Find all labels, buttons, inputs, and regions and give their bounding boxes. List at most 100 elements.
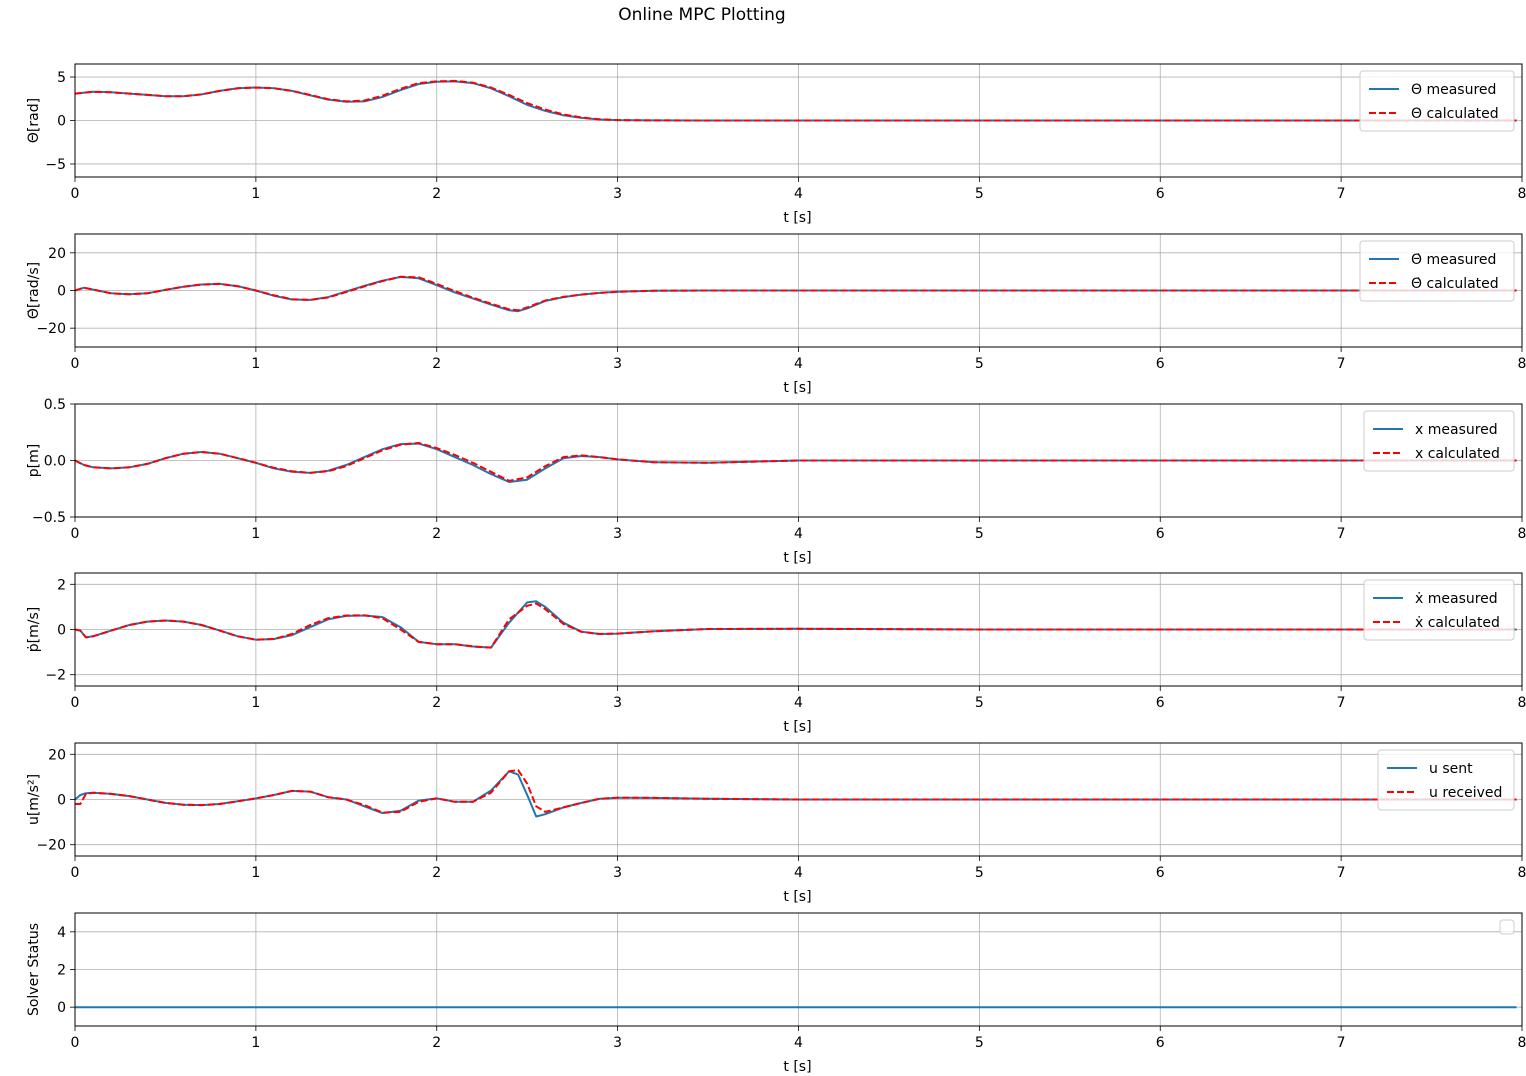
x-tick-label: 7 (1337, 356, 1346, 372)
x-tick-label: 2 (432, 865, 441, 881)
y-tick-label: 0 (57, 1000, 66, 1016)
x-tick-label: 4 (794, 186, 803, 202)
legend-box (1360, 241, 1514, 301)
x-tick-label: 8 (1518, 526, 1526, 542)
y-axis-label: u[m/s²] (26, 774, 42, 825)
x-axis-label: t [s] (783, 1059, 811, 1075)
x-axis-label: t [s] (783, 550, 811, 566)
x-tick-label: 8 (1518, 356, 1526, 372)
x-tick-label: 5 (975, 865, 984, 881)
x-tick-label: 8 (1518, 695, 1526, 711)
x-tick-label: 3 (613, 356, 622, 372)
x-tick-label: 6 (1156, 356, 1165, 372)
figure-title: Online MPC Plotting (618, 5, 785, 25)
legend-box (1500, 920, 1514, 934)
legend-label-1: x measured (1415, 422, 1498, 438)
y-tick-label: −2 (45, 668, 66, 684)
y-tick-label: 0 (57, 793, 66, 809)
x-tick-label: 4 (794, 1035, 803, 1051)
x-tick-label: 0 (71, 526, 80, 542)
y-tick-label: 0 (57, 114, 66, 130)
x-tick-label: 1 (251, 865, 260, 881)
legend-label-1: u sent (1429, 761, 1473, 777)
x-tick-label: 7 (1337, 526, 1346, 542)
x-tick-label: 1 (251, 526, 260, 542)
y-tick-label: 2 (57, 577, 66, 593)
legend-label-2: x calculated (1415, 446, 1500, 462)
legend-label-2: Θ calculated (1411, 106, 1499, 122)
x-tick-label: 2 (432, 186, 441, 202)
x-tick-label: 8 (1518, 1035, 1526, 1051)
x-tick-label: 2 (432, 526, 441, 542)
x-tick-label: 3 (613, 186, 622, 202)
x-axis-label: t [s] (783, 380, 811, 396)
legend-label-2: u received (1429, 785, 1502, 801)
x-tick-label: 0 (71, 865, 80, 881)
x-tick-label: 3 (613, 526, 622, 542)
x-tick-label: 0 (71, 356, 80, 372)
y-tick-label: 0 (57, 623, 66, 639)
x-tick-label: 5 (975, 1035, 984, 1051)
y-tick-label: 0.0 (44, 454, 66, 470)
x-tick-label: 6 (1156, 526, 1165, 542)
x-axis-label: t [s] (783, 889, 811, 905)
x-tick-label: 7 (1337, 865, 1346, 881)
y-axis-label: ṗ[m/s] (26, 607, 42, 652)
x-tick-label: 5 (975, 186, 984, 202)
x-tick-label: 4 (794, 865, 803, 881)
x-tick-label: 0 (71, 186, 80, 202)
y-tick-label: 4 (57, 925, 66, 941)
x-tick-label: 4 (794, 526, 803, 542)
y-axis-label: Solver Status (26, 923, 42, 1016)
x-tick-label: 3 (613, 865, 622, 881)
x-tick-label: 6 (1156, 865, 1165, 881)
x-tick-label: 6 (1156, 695, 1165, 711)
x-tick-label: 3 (613, 1035, 622, 1051)
legend-label-1: ẋ measured (1415, 591, 1498, 607)
y-tick-label: −20 (36, 321, 66, 337)
x-tick-label: 7 (1337, 695, 1346, 711)
x-tick-label: 1 (251, 356, 260, 372)
legend-label-1: Θ measured (1411, 82, 1496, 98)
x-tick-label: 8 (1518, 865, 1526, 881)
x-tick-label: 6 (1156, 186, 1165, 202)
x-tick-label: 2 (432, 356, 441, 372)
x-tick-label: 7 (1337, 186, 1346, 202)
x-tick-label: 4 (794, 695, 803, 711)
y-tick-label: 2 (57, 963, 66, 979)
legend-box (1364, 580, 1514, 640)
y-axis-label: p[m] (26, 444, 42, 477)
x-tick-label: 5 (975, 526, 984, 542)
x-tick-label: 5 (975, 356, 984, 372)
x-tick-label: 2 (432, 1035, 441, 1051)
x-tick-label: 8 (1518, 186, 1526, 202)
x-tick-label: 2 (432, 695, 441, 711)
y-tick-label: 0 (57, 284, 66, 300)
legend-label-2: Θ̇ calculated (1411, 276, 1499, 292)
x-tick-label: 1 (251, 695, 260, 711)
x-tick-label: 0 (71, 1035, 80, 1051)
x-tick-label: 3 (613, 695, 622, 711)
y-tick-label: 20 (48, 747, 66, 763)
y-tick-label: 20 (48, 246, 66, 262)
y-tick-label: −5 (45, 157, 66, 173)
x-tick-label: 1 (251, 1035, 260, 1051)
x-axis-label: t [s] (783, 210, 811, 226)
x-tick-label: 7 (1337, 1035, 1346, 1051)
y-tick-label: 0.5 (44, 397, 66, 413)
x-tick-label: 6 (1156, 1035, 1165, 1051)
legend-box (1360, 71, 1514, 131)
legend-box (1378, 750, 1514, 810)
x-tick-label: 5 (975, 695, 984, 711)
x-tick-label: 0 (71, 695, 80, 711)
y-axis-label: Θ̇[rad/s] (26, 262, 42, 319)
x-tick-label: 4 (794, 356, 803, 372)
x-axis-label: t [s] (783, 719, 811, 735)
legend-box (1364, 411, 1514, 471)
y-tick-label: −20 (36, 838, 66, 854)
legend-label-1: Θ̇ measured (1411, 252, 1496, 268)
legend-label-2: ẋ calculated (1415, 615, 1500, 631)
y-tick-label: −0.5 (32, 510, 66, 526)
